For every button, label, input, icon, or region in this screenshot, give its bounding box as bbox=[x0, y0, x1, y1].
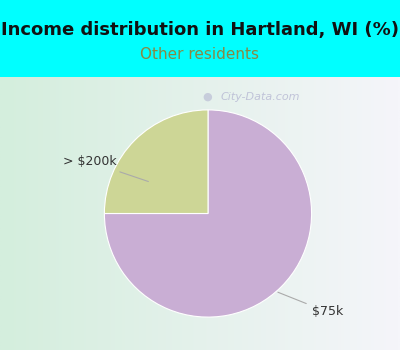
Text: Other residents: Other residents bbox=[140, 47, 260, 62]
Text: Income distribution in Hartland, WI (%): Income distribution in Hartland, WI (%) bbox=[1, 21, 399, 39]
Text: City-Data.com: City-Data.com bbox=[221, 92, 300, 102]
Text: $75k: $75k bbox=[278, 292, 343, 318]
Wedge shape bbox=[104, 110, 312, 317]
Text: ●: ● bbox=[203, 92, 212, 102]
Text: > $200k: > $200k bbox=[63, 155, 148, 182]
Wedge shape bbox=[104, 110, 208, 214]
